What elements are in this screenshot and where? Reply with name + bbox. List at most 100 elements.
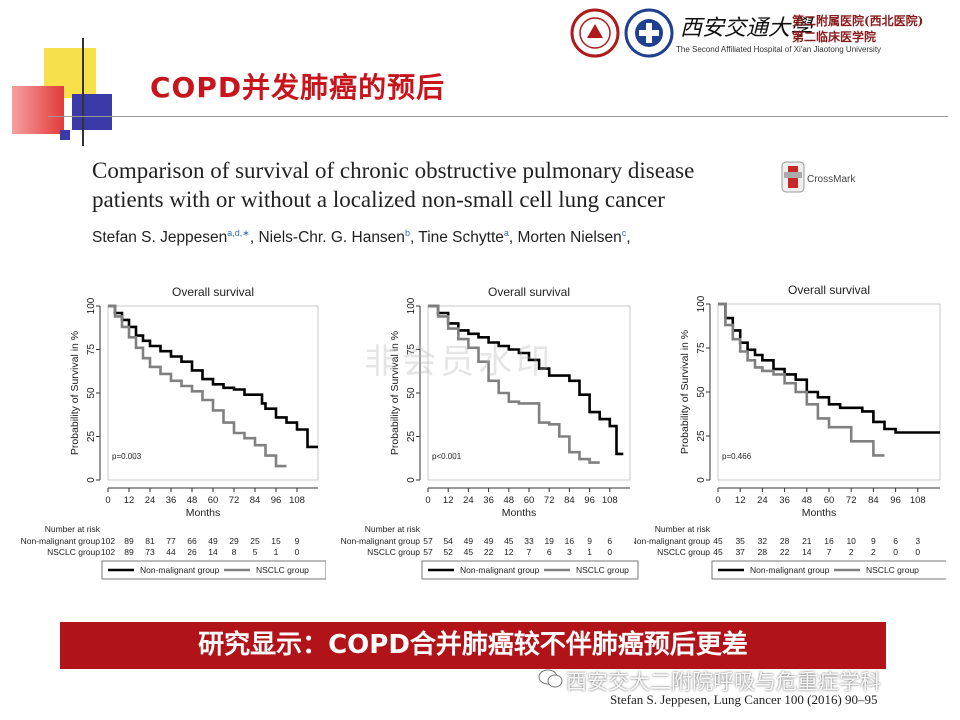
- risk-cell: 22: [780, 547, 790, 557]
- risk-table-title: Number at risk: [365, 524, 421, 534]
- y-tick-label: 25: [696, 430, 707, 442]
- x-tick-label: 84: [250, 495, 261, 506]
- author-3: Tine Schyttea,: [418, 228, 518, 247]
- risk-row-label: NSCLC group: [47, 547, 100, 557]
- risk-cell: 49: [484, 536, 494, 546]
- legend-label-non-malignant: Non-malignant group: [140, 565, 220, 575]
- x-tick-label: 108: [602, 495, 618, 506]
- risk-cell: 89: [124, 536, 134, 546]
- y-tick-label: 50: [696, 386, 707, 398]
- author-list: Stefan S. Jeppesena,d,∗, Niels-Chr. G. H…: [92, 228, 631, 247]
- legend-box: [711, 560, 946, 580]
- risk-cell: 6: [607, 536, 612, 546]
- x-tick-label: 60: [208, 495, 219, 506]
- legend-label-nsclc: NSCLC group: [866, 565, 919, 575]
- risk-cell: 49: [208, 536, 218, 546]
- y-axis-label: Probability of Survival in %: [389, 331, 401, 455]
- y-tick-label: 50: [406, 387, 417, 399]
- x-tick-label: 60: [824, 495, 835, 506]
- author-separator: ,: [249, 229, 259, 247]
- risk-cell: 37: [735, 547, 745, 557]
- chart-title: Overall survival: [788, 283, 870, 297]
- survival-curve-non-malignant: [428, 304, 624, 456]
- risk-cell: 16: [565, 536, 575, 546]
- survival-curve-nsclc: [108, 304, 287, 468]
- y-axis-label: Probability of Survival in %: [679, 330, 691, 454]
- risk-cell: 45: [713, 536, 723, 546]
- y-tick-label: 75: [86, 344, 97, 356]
- x-tick-label: 96: [271, 495, 282, 506]
- paper-title: Comparison of survival of chronic obstru…: [92, 158, 695, 212]
- risk-cell: 57: [423, 547, 433, 557]
- y-tick-label: 25: [86, 431, 97, 443]
- risk-cell: 3: [915, 536, 920, 546]
- risk-cell: 21: [802, 536, 812, 546]
- hospital-college-cn: 第二临床医学院: [792, 30, 877, 44]
- survival-curve-non-malignant: [108, 304, 318, 449]
- deco-blue-small-square: [60, 130, 70, 140]
- x-tick-label: 108: [910, 495, 926, 506]
- author-separator: ,: [626, 229, 631, 247]
- x-tick-label: 96: [890, 495, 901, 506]
- risk-cell: 9: [871, 536, 876, 546]
- x-tick-label: 0: [105, 495, 110, 506]
- risk-cell: 0: [295, 547, 300, 557]
- risk-cell: 54: [443, 536, 453, 546]
- legend-label-non-malignant: Non-malignant group: [460, 565, 540, 575]
- x-tick-label: 0: [715, 495, 720, 506]
- author-affiliation: a: [503, 228, 509, 238]
- risk-row-label: NSCLC group: [657, 547, 710, 557]
- watermark-text: 非会员水印: [364, 342, 554, 382]
- university-name-script: 西安交通大學: [680, 16, 813, 41]
- author-name: Tine Schytte: [418, 229, 504, 247]
- x-tick-label: 72: [544, 495, 555, 506]
- risk-cell: 28: [758, 547, 768, 557]
- x-tick-label: 0: [425, 495, 430, 506]
- risk-cell: 77: [166, 536, 176, 546]
- risk-table-title: Number at risk: [655, 524, 711, 534]
- x-tick-label: 84: [868, 495, 879, 506]
- x-tick-label: 12: [443, 495, 454, 506]
- p-value-annotation: p=0.466: [722, 452, 752, 461]
- x-tick-label: 24: [757, 495, 768, 506]
- y-tick-label: 100: [406, 297, 417, 314]
- x-tick-label: 48: [802, 495, 813, 506]
- x-tick-label: 24: [145, 495, 156, 506]
- x-tick-label: 12: [735, 495, 746, 506]
- x-tick-label: 36: [779, 495, 790, 506]
- x-axis-label: Months: [502, 507, 536, 519]
- y-tick-label: 25: [406, 431, 417, 443]
- author-separator: ,: [508, 229, 518, 247]
- chart-title: Overall survival: [172, 285, 254, 299]
- risk-cell: 7: [527, 547, 532, 557]
- risk-cell: 35: [735, 536, 745, 546]
- author-name: Stefan S. Jeppesen: [92, 229, 228, 247]
- author-name: Niels-Chr. G. Hansen: [258, 229, 405, 247]
- author-separator: ,: [409, 229, 419, 247]
- x-tick-label: 12: [124, 495, 135, 506]
- author-1: Stefan S. Jeppesena,d,∗,: [92, 228, 259, 247]
- y-tick-label: 0: [696, 477, 707, 483]
- risk-cell: 5: [253, 547, 258, 557]
- risk-cell: 22: [484, 547, 494, 557]
- p-value-annotation: p=0.003: [112, 452, 142, 461]
- author-affiliation: c: [621, 228, 627, 238]
- deco-blue-square: [72, 94, 112, 130]
- hospital-logo: [624, 8, 674, 58]
- author-affiliation: b: [404, 228, 410, 238]
- risk-cell: 32: [758, 536, 768, 546]
- risk-cell: 2: [871, 547, 876, 557]
- deco-red-square: [12, 86, 64, 134]
- y-tick-label: 100: [86, 297, 97, 314]
- conclusion-text: 研究显示：COPD合并肺癌较不伴肺癌预后更差: [198, 630, 748, 660]
- wechat-icon: [538, 669, 563, 688]
- risk-cell: 19: [544, 536, 554, 546]
- deco-vertical-line: [82, 38, 84, 146]
- risk-cell: 0: [607, 547, 612, 557]
- x-axis-label: Months: [186, 507, 220, 519]
- y-tick-label: 0: [86, 477, 97, 483]
- author-name: Morten Nielsen: [517, 229, 622, 247]
- hospital-name-en: The Second Affiliated Hospital of Xi'an …: [676, 45, 882, 54]
